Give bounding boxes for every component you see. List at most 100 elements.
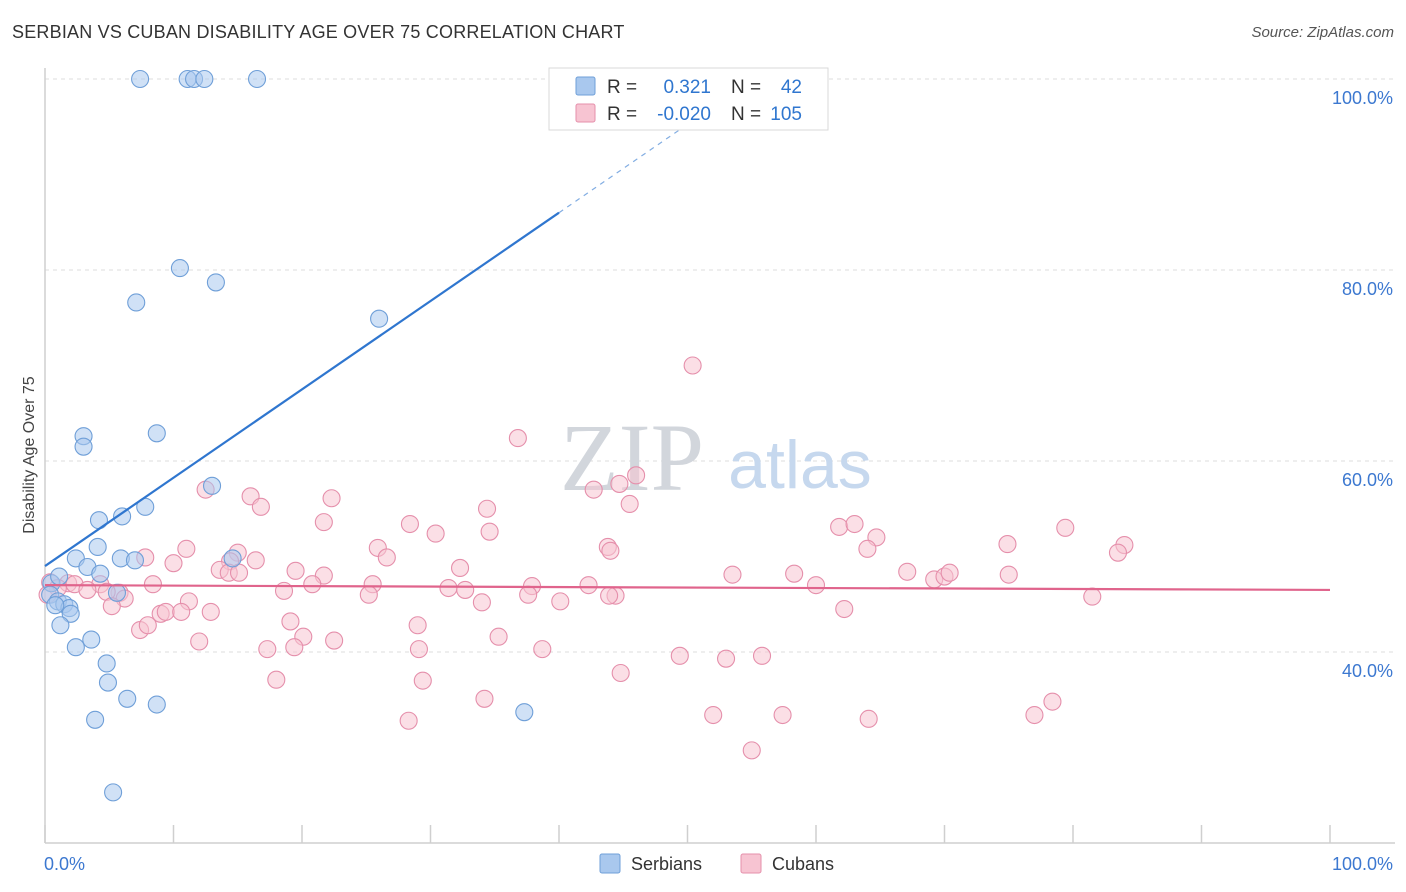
cubans-point xyxy=(156,602,175,621)
y-tick-label: 100.0% xyxy=(1332,88,1393,108)
cubans-point xyxy=(1056,518,1075,537)
watermark: ZIP atlas xyxy=(560,404,872,511)
cubans-point xyxy=(201,602,220,621)
legend-swatch-cubans xyxy=(740,853,762,874)
serbians-point xyxy=(147,424,166,443)
serbians-point xyxy=(107,583,127,602)
axes xyxy=(44,68,1395,844)
cubans-trend-line xyxy=(44,584,1331,592)
cubans-point xyxy=(377,548,396,567)
cubans-point xyxy=(143,575,162,594)
cubans-point xyxy=(409,640,428,659)
cubans-point xyxy=(480,522,499,541)
serbians-point xyxy=(61,604,80,623)
cubans-point xyxy=(399,711,418,730)
serbians-trend-line xyxy=(44,211,560,567)
cubans-point xyxy=(610,474,629,493)
cubans-point xyxy=(773,705,792,725)
tick-labels: 40.0% 60.0% 80.0% 100.0% 0.0% 100.0% xyxy=(44,88,1393,874)
watermark-atlas: atlas xyxy=(728,427,872,503)
legend-swatch-serbians xyxy=(575,76,596,96)
cubans-point xyxy=(601,541,620,560)
cubans-point xyxy=(451,558,470,578)
x-tick-label: 100.0% xyxy=(1332,854,1393,874)
cubans-point xyxy=(627,466,646,485)
legend-swatch-serbians xyxy=(599,853,621,874)
cubans-point xyxy=(806,576,826,595)
serbians-point xyxy=(118,689,137,708)
trend-lines xyxy=(44,97,1331,592)
watermark-zip: ZIP xyxy=(560,404,704,511)
gridlines xyxy=(45,78,1395,653)
cubans-point xyxy=(472,593,491,612)
cubans-point xyxy=(845,514,864,534)
cubans-point xyxy=(400,514,419,534)
serbians-point xyxy=(46,596,65,615)
cubans-point xyxy=(1108,543,1128,562)
cubans-point xyxy=(785,564,804,583)
cubans-point xyxy=(258,640,277,659)
cubans-point xyxy=(858,539,877,558)
cubans-point xyxy=(251,497,270,516)
legend-n-label: N = xyxy=(731,77,761,98)
serbians-point xyxy=(127,293,146,312)
serbians-point xyxy=(82,630,101,649)
legend-n-value: 105 xyxy=(770,104,802,125)
cubans-point xyxy=(322,489,341,508)
x-tick-label: 0.0% xyxy=(44,854,85,874)
cubans-point xyxy=(1083,587,1102,606)
serbians-point xyxy=(50,567,69,586)
cubans-point xyxy=(426,524,445,543)
serbians-trend-line-extension xyxy=(558,97,727,214)
cubans-point xyxy=(600,586,619,605)
serbians-point xyxy=(86,710,105,729)
y-axis-label: Disability Age Over 75 xyxy=(21,376,38,534)
serbians-point xyxy=(97,654,116,673)
cubans-point xyxy=(835,599,854,619)
chart-title: SERBIAN VS CUBAN DISABILITY AGE OVER 75 … xyxy=(12,22,625,42)
cubans-point xyxy=(164,554,183,573)
cubans-point xyxy=(456,580,475,599)
cubans-point xyxy=(267,670,286,689)
legend-label-cubans: Cubans xyxy=(772,854,834,874)
serbians-point xyxy=(51,616,70,635)
cubans-point xyxy=(683,356,702,375)
cubans-point xyxy=(533,640,552,659)
cubans-point xyxy=(172,602,191,621)
cubans-point xyxy=(742,741,761,760)
cubans-point xyxy=(830,517,849,536)
serbians-point xyxy=(203,476,222,495)
cubans-point xyxy=(286,561,305,580)
cubans-point xyxy=(489,627,508,646)
legend-r-value: -0.020 xyxy=(657,104,711,125)
serbians-point xyxy=(113,507,132,526)
cubans-point xyxy=(413,671,432,690)
cubans-point xyxy=(359,585,378,604)
cubans-point xyxy=(940,563,959,582)
legend-swatch-cubans xyxy=(575,103,596,123)
cubans-point xyxy=(190,632,209,651)
serbians-point xyxy=(104,783,123,802)
cubans-point xyxy=(477,499,497,518)
serbians-point xyxy=(74,437,93,456)
cubans-point xyxy=(408,616,427,635)
serbians-point xyxy=(206,273,225,292)
cubans-point xyxy=(584,480,603,499)
cubans-point xyxy=(723,565,742,584)
cubans-point xyxy=(138,616,157,635)
serbians-point xyxy=(223,549,242,568)
serbians-points xyxy=(41,69,534,802)
serbians-point xyxy=(66,638,85,657)
serbians-point xyxy=(98,673,118,692)
cubans-point xyxy=(716,649,736,668)
cubans-point xyxy=(579,576,598,595)
legend-r-value: 0.321 xyxy=(663,77,711,98)
legend-r-label: R = xyxy=(607,104,637,125)
cubans-point xyxy=(1025,705,1044,725)
cubans-point xyxy=(246,551,265,570)
cubans-point xyxy=(898,562,917,581)
y-tick-label: 40.0% xyxy=(1342,661,1393,681)
cubans-point xyxy=(611,663,630,683)
cubans-point xyxy=(620,494,639,514)
